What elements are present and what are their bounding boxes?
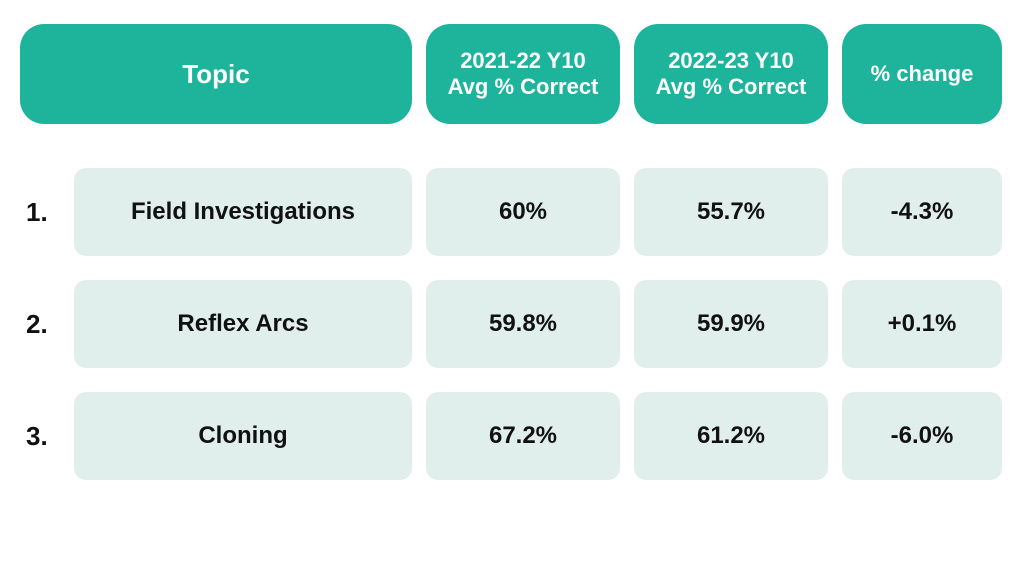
header-c3-label: % change	[871, 61, 974, 87]
row-number: 2.	[20, 280, 60, 368]
row-value-change: +0.1%	[842, 280, 1002, 368]
row-value-2022: 55.7%	[634, 168, 828, 256]
header-col-change: % change	[842, 24, 1002, 124]
header-topic-label: Topic	[182, 59, 249, 90]
row-value-2021: 67.2%	[426, 392, 620, 480]
row-topic: Reflex Arcs	[74, 280, 412, 368]
header-topic: Topic	[20, 24, 412, 124]
row-number: 1.	[20, 168, 60, 256]
row-value-2021: 60%	[426, 168, 620, 256]
header-c1-line2: Avg % Correct	[448, 74, 599, 100]
table-row: 3. Cloning 67.2% 61.2% -6.0%	[20, 392, 1004, 480]
table-row: 2. Reflex Arcs 59.8% 59.9% +0.1%	[20, 280, 1004, 368]
header-col-2021-text: 2021-22 Y10 Avg % Correct	[448, 48, 599, 100]
header-c1-line1: 2021-22 Y10	[448, 48, 599, 74]
header-col-2022: 2022-23 Y10 Avg % Correct	[634, 24, 828, 124]
row-value-change: -6.0%	[842, 392, 1002, 480]
table-header-row: Topic 2021-22 Y10 Avg % Correct 2022-23 …	[20, 24, 1004, 124]
row-value-2022: 61.2%	[634, 392, 828, 480]
header-c2-line1: 2022-23 Y10	[656, 48, 807, 74]
row-topic: Field Investigations	[74, 168, 412, 256]
comparison-table: Topic 2021-22 Y10 Avg % Correct 2022-23 …	[20, 24, 1004, 480]
row-topic: Cloning	[74, 392, 412, 480]
row-value-change: -4.3%	[842, 168, 1002, 256]
table-row: 1. Field Investigations 60% 55.7% -4.3%	[20, 168, 1004, 256]
header-col-2021: 2021-22 Y10 Avg % Correct	[426, 24, 620, 124]
row-number: 3.	[20, 392, 60, 480]
header-c2-line2: Avg % Correct	[656, 74, 807, 100]
row-value-2021: 59.8%	[426, 280, 620, 368]
header-col-2022-text: 2022-23 Y10 Avg % Correct	[656, 48, 807, 100]
row-value-2022: 59.9%	[634, 280, 828, 368]
